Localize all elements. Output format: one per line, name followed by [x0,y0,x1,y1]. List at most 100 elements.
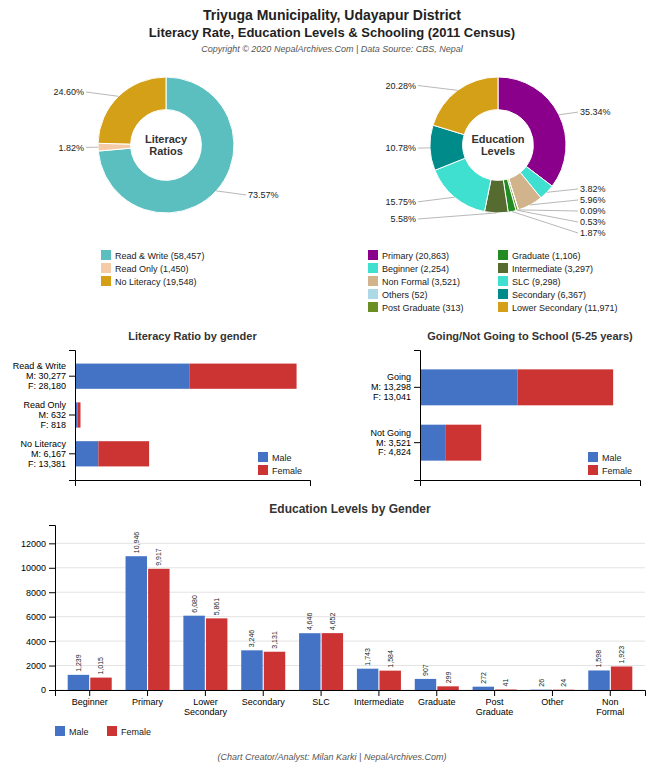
leader-line [216,191,246,195]
tick-label: Other [541,697,564,707]
legend-item: Non Formal (3,521) [368,276,460,287]
data-label: 5,861 [213,598,220,616]
bar [190,364,297,389]
bar [126,556,147,690]
leader-line [418,147,430,148]
tick-label: NonFormal [596,697,624,717]
data-labels: 1,23910,9466,0803,2464,6461,743907272261… [75,532,625,687]
y-axis: 020004000600080001000012000 [21,526,56,696]
legend-swatch [101,276,111,286]
text-line: Formal [596,707,624,717]
legend-item: Secondary (6,367) [498,289,586,300]
legend-label: Primary (20,863) [382,251,449,261]
tick: 8000 [26,588,55,598]
bar [518,369,614,405]
tick-label: GoingM: 13,298F: 13,041 [371,372,411,402]
tick-label: Primary [132,697,163,707]
bar [264,652,285,690]
y-axis: Read & WriteM: 30,277F: 28,180 Read OnlyM… [13,351,76,481]
tick-mark [378,690,379,696]
grid-line [55,543,645,544]
bar [473,687,494,690]
tick: Secondary [242,690,286,707]
tick-label: Read & WriteM: 30,277F: 28,180 [13,361,66,391]
text-line: Lower [193,697,218,707]
bar [183,616,204,690]
data-label: 20.28% [385,81,416,91]
tick-mark [49,592,55,593]
tick-mark [414,442,420,443]
tick: Graduate [418,690,456,707]
text-line: Graduate [476,707,514,717]
text-line: Levels [481,145,515,157]
tick: SLC [312,690,330,707]
data-label: 15.75% [385,197,416,207]
bar [68,675,89,690]
text-line: SLC [312,697,330,707]
leader-line [86,147,98,148]
legend-item: Male [588,452,622,463]
bar-chart: Education Levels by Gender1,23910,9466,0… [21,502,646,737]
tick: Intermediate [354,690,404,707]
legend-item: Lower Secondary (11,971) [498,302,617,313]
legend-item: Post Graduate (313) [368,302,464,313]
text-line: Read Only [23,400,66,410]
text-line: Non [602,697,619,707]
leader-line [418,213,496,219]
text-line: Going [387,372,411,382]
data-label: 3,131 [271,631,278,649]
legend-label: Graduate (1,106) [512,251,581,261]
tick-label: 2000 [26,661,46,671]
tick: Not GoingM: 3,521F: 4,824 [370,428,420,458]
data-label: 1,598 [595,650,602,668]
tick: 2000 [26,661,55,671]
legend: Male Female [588,452,632,476]
legend-swatch [368,263,378,273]
chart-title: LiteracyRatios [145,133,188,157]
bars [420,369,613,460]
legend-item: Primary (20,863) [368,250,449,261]
legend: MaleFemale [55,726,151,737]
tick-label: Secondary [242,697,286,707]
bar [420,425,446,461]
axis-line [414,351,421,481]
legend-swatch [588,452,598,462]
tick: Read OnlyM: 632F: 818 [23,400,75,430]
tick-label: 8000 [26,588,46,598]
legend-label: Male [602,453,622,463]
data-labels: 35.34%3.82%5.96%0.09%0.53%1.87%5.58%15.7… [385,81,610,238]
legend-label: No Literacy (19,548) [115,277,197,287]
legend-item: Female [107,726,151,737]
tick-mark [147,690,148,696]
tick: PostGraduate [476,690,514,717]
bar-chart: Literacy Ratio by genderRead & WriteM: 3… [13,330,311,486]
tick: 0 [41,685,55,695]
legend-item: Female [588,465,632,476]
legend-item: Intermediate (3,297) [498,263,593,274]
text-line: F: 4,824 [378,447,411,457]
tick-mark [89,690,90,696]
data-label: 299 [445,672,452,684]
legend-swatch [101,250,111,260]
data-label: 24 [560,679,567,687]
tick-mark [494,690,495,696]
text-line: M: 3,521 [376,438,411,448]
legend-swatch [368,289,378,299]
tick: Other [541,690,564,707]
legend-item: Graduate (1,106) [498,250,581,261]
data-label: 5.58% [390,214,416,224]
tick: GoingM: 13,298F: 13,041 [371,372,420,402]
text-line: Secondary [242,697,286,707]
data-label: 3,246 [248,630,255,648]
slices [98,77,234,213]
data-label: 5.96% [580,195,606,205]
data-label: 10.78% [385,143,416,153]
data-labels: 73.57%1.82%24.60% [53,87,278,200]
tick-label: 6000 [26,612,46,622]
x-axis: BeginnerPrimaryLowerSecondarySecondarySL… [56,690,646,717]
data-label: 4,646 [306,613,313,631]
tick: Read & WriteM: 30,277F: 28,180 [13,361,75,391]
pie-chart: EducationLevels35.34%3.82%5.96%0.09%0.53… [385,77,610,238]
x-axis [76,481,311,487]
tick: Primary [132,690,163,707]
